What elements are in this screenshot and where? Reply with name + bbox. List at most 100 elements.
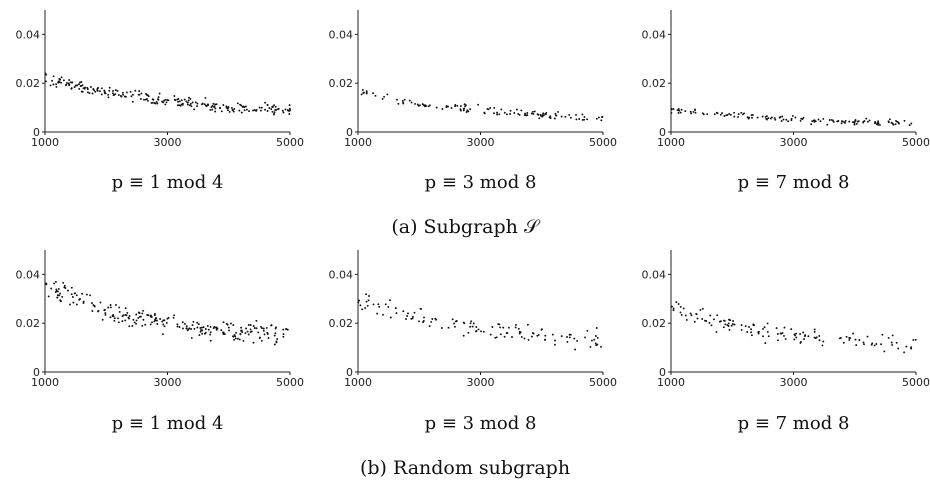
data-point	[119, 95, 122, 97]
data-point	[475, 326, 478, 328]
data-point	[225, 322, 228, 325]
data-point	[545, 111, 548, 114]
data-point	[568, 336, 571, 339]
data-point	[818, 339, 821, 342]
data-point	[441, 108, 444, 110]
data-point	[153, 320, 156, 323]
data-point	[430, 320, 433, 323]
scatter-panel-1-2: 0 0.02 0.04 1000 3000 5000 p ≡ 7 mod 8	[642, 250, 930, 434]
data-point	[499, 326, 502, 329]
y-tick-label: 0.02	[329, 317, 354, 330]
data-point	[162, 323, 165, 326]
data-point	[114, 93, 117, 96]
data-point	[718, 320, 721, 323]
data-point	[78, 87, 81, 90]
data-point	[194, 101, 197, 104]
x-tick-label: 3000	[467, 136, 495, 149]
x-tick-label: 5000	[276, 376, 304, 389]
data-point	[199, 327, 202, 329]
data-point	[795, 332, 798, 335]
data-point	[814, 120, 817, 123]
data-point	[271, 105, 274, 108]
data-point	[65, 84, 67, 87]
data-point	[593, 338, 596, 341]
data-point	[176, 98, 179, 101]
x-tick-label: 1000	[344, 376, 372, 389]
data-point	[112, 90, 114, 92]
data-point	[684, 314, 687, 317]
data-point	[265, 326, 268, 329]
data-point	[858, 339, 861, 341]
data-point	[888, 118, 891, 121]
data-point	[531, 110, 534, 113]
data-point	[285, 328, 288, 331]
data-point	[775, 327, 778, 330]
data-point	[71, 296, 74, 298]
data-point	[207, 328, 210, 331]
data-point	[422, 320, 425, 322]
data-point	[453, 325, 456, 328]
data-point	[509, 109, 512, 112]
data-point	[187, 99, 190, 102]
data-point	[384, 303, 387, 306]
data-point	[462, 334, 465, 337]
data-point	[275, 341, 278, 344]
data-point	[257, 331, 260, 334]
data-point	[489, 333, 492, 336]
data-point	[264, 108, 267, 111]
data-point	[159, 318, 162, 320]
data-point	[862, 341, 865, 344]
data-point	[517, 327, 520, 330]
data-point	[157, 98, 159, 101]
data-point	[689, 110, 692, 113]
data-point	[511, 336, 513, 338]
data-point	[60, 81, 62, 84]
data-point	[100, 87, 103, 90]
data-point	[732, 320, 735, 322]
data-point	[176, 325, 179, 328]
data-point	[584, 336, 586, 339]
data-point	[506, 332, 509, 335]
data-point	[389, 316, 392, 319]
data-point	[910, 347, 913, 350]
data-point	[215, 328, 218, 331]
y-tick-label: 0	[33, 366, 40, 379]
data-point	[146, 94, 149, 97]
data-point	[131, 325, 134, 327]
data-point	[715, 330, 718, 333]
data-point	[480, 330, 482, 333]
y-tick-label: 0	[659, 366, 666, 379]
data-point	[553, 343, 556, 346]
data-point	[533, 110, 536, 113]
data-point	[783, 334, 785, 337]
data-point	[253, 327, 256, 329]
data-point	[465, 111, 468, 113]
data-point	[153, 102, 156, 104]
data-point	[776, 333, 779, 335]
data-point	[209, 331, 212, 334]
data-point	[96, 88, 99, 90]
data-point	[713, 318, 715, 321]
data-point	[91, 92, 94, 95]
data-point	[262, 327, 265, 330]
data-point	[138, 90, 141, 93]
data-point	[274, 105, 277, 108]
panel-caption: p ≡ 3 mod 8	[425, 172, 537, 193]
scatter-panel-0-2: 0 0.02 0.04 1000 3000 5000 p ≡ 7 mod 8	[642, 10, 930, 193]
data-point	[471, 325, 474, 328]
data-point	[459, 108, 462, 111]
data-point	[782, 118, 785, 121]
data-point	[204, 96, 207, 99]
data-point	[518, 113, 521, 116]
data-point	[737, 113, 740, 116]
data-point	[245, 108, 248, 111]
data-point	[50, 287, 53, 290]
data-point	[845, 335, 848, 338]
data-point	[58, 77, 61, 80]
data-point	[214, 110, 217, 113]
data-point	[156, 323, 159, 325]
data-point	[81, 84, 84, 87]
data-point	[467, 331, 470, 334]
data-point	[157, 96, 160, 99]
x-tick-label: 1000	[31, 136, 59, 149]
